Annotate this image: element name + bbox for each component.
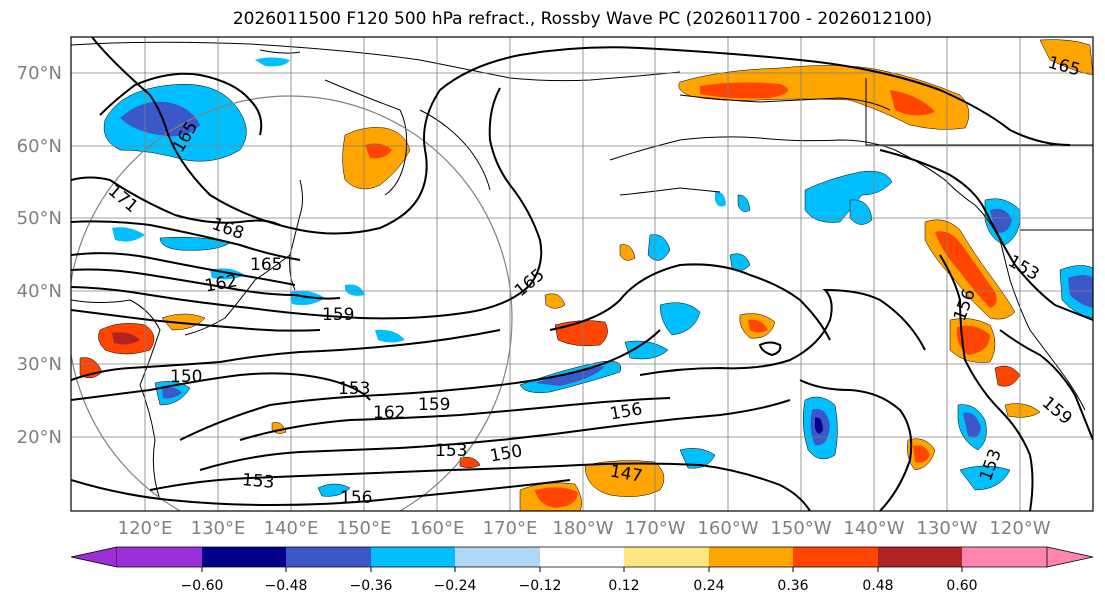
colorbar-tick-label: 0.36 xyxy=(777,578,808,594)
refractivity-contours xyxy=(71,37,1093,511)
colorbar-extend-min xyxy=(70,546,118,568)
contour-label: 171 xyxy=(104,181,142,217)
colorbar-segment xyxy=(793,547,878,567)
contour-label: 153 xyxy=(435,441,467,461)
lon-label: 160°E xyxy=(410,518,465,539)
latitude-labels: 70°N 60°N 50°N 40°N 30°N 20°N xyxy=(17,63,62,448)
contour-label: 150 xyxy=(170,367,202,387)
lat-label: 40°N xyxy=(17,281,62,302)
colorbar-segment xyxy=(117,547,202,567)
contour-label: 153 xyxy=(338,379,370,399)
colorbar-tick-label: −0.24 xyxy=(434,578,477,594)
contour-label: 156 xyxy=(608,399,643,424)
contour-label: 153 xyxy=(241,470,275,493)
contour-label: 165 xyxy=(250,255,282,275)
contour-label: 150 xyxy=(488,441,523,466)
lon-label: 120°W xyxy=(989,518,1050,539)
colorbar-segment xyxy=(286,547,371,567)
colorbar-segment xyxy=(455,547,540,567)
colorbar-tick-label: 0.12 xyxy=(608,578,639,594)
colorbar-segment xyxy=(540,547,624,567)
colorbar-tick-label: −0.12 xyxy=(519,578,562,594)
colorbar-tick-label: −0.48 xyxy=(265,578,308,594)
lon-label: 140°W xyxy=(843,518,904,539)
map-frame xyxy=(70,36,1094,512)
colorbar-segment xyxy=(709,547,793,567)
lon-label: 160°W xyxy=(697,518,758,539)
colorbar-tick-label: −0.60 xyxy=(181,578,224,594)
lat-label: 70°N xyxy=(17,63,62,84)
lat-label: 60°N xyxy=(17,136,62,157)
contour-label: 156 xyxy=(950,287,980,324)
colorbar-tick-label: 0.48 xyxy=(862,578,893,594)
lon-label: 150°W xyxy=(770,518,831,539)
colorbar-segment xyxy=(962,547,1047,567)
colorbar-tick-label: 0.60 xyxy=(946,578,977,594)
lon-label: 140°E xyxy=(264,518,319,539)
contour-label: 156 xyxy=(340,488,372,508)
colorbar-segment xyxy=(878,547,962,567)
contour-label: 159 xyxy=(418,395,450,415)
colorbar-tick-label: 0.24 xyxy=(693,578,724,594)
lon-label: 170°E xyxy=(483,518,538,539)
contour-label: 162 xyxy=(373,403,405,423)
lon-label: 130°E xyxy=(191,518,246,539)
contour-label: 159 xyxy=(1038,393,1076,429)
lat-label: 50°N xyxy=(17,208,62,229)
colorbar-extend-max xyxy=(1046,546,1094,568)
map-title: 2026011500 F120 500 hPa refract., Rossby… xyxy=(232,9,933,29)
lon-label: 120°E xyxy=(118,518,173,539)
colorbar: −0.60 −0.48 −0.36 −0.24 −0.12 0.12 0.24 … xyxy=(70,546,1094,594)
colorbar-tick-label: −0.36 xyxy=(350,578,393,594)
colorbar-segment xyxy=(624,547,709,567)
lat-label: 30°N xyxy=(17,354,62,375)
lon-label: 180°W xyxy=(552,518,613,539)
rossby-great-circle xyxy=(71,95,513,511)
colorbar-segment xyxy=(371,547,455,567)
longitude-labels: 120°E 130°E 140°E 150°E 160°E 170°E 180°… xyxy=(118,518,1051,539)
contour-label: 162 xyxy=(203,271,238,296)
contour-label: 159 xyxy=(322,305,354,325)
colorbar-segment xyxy=(202,547,286,567)
lat-label: 20°N xyxy=(17,427,62,448)
lon-label: 130°W xyxy=(916,518,977,539)
lon-label: 170°W xyxy=(624,518,685,539)
lon-label: 150°E xyxy=(337,518,392,539)
